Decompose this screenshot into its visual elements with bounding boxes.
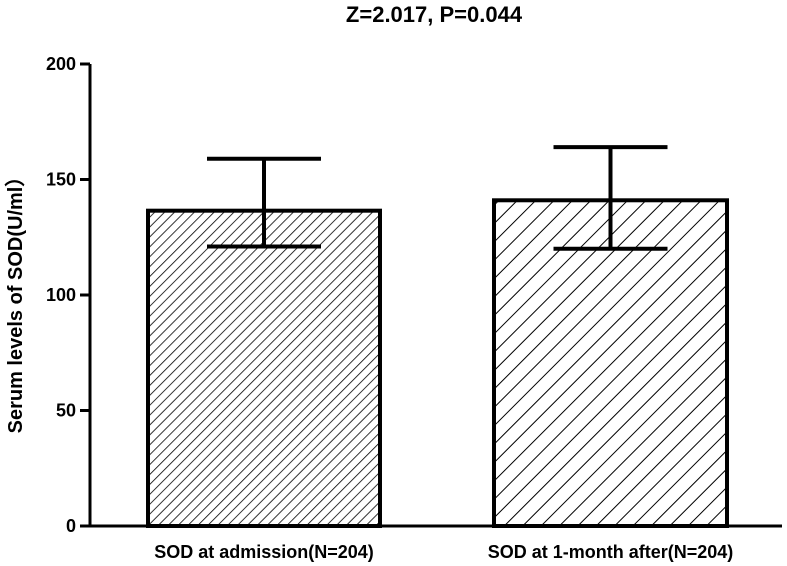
error-bars-group	[207, 145, 668, 251]
bar-0	[146, 208, 382, 528]
bar-1	[492, 198, 729, 528]
x-labels-group: SOD at admission(N=204) SOD at 1-month af…	[154, 542, 733, 562]
bars-group	[146, 198, 729, 528]
x-tick-label-0: SOD at admission(N=204)	[154, 542, 374, 562]
y-tick-label-0: 0	[66, 516, 76, 536]
chart-title: Z=2.017, P=0.044	[346, 2, 523, 27]
y-tick-label-4: 200	[46, 54, 76, 74]
y-tick-label-1: 50	[56, 401, 76, 421]
y-axis-label: Serum levels of SOD(U/ml）	[4, 167, 27, 434]
y-tick-label-2: 100	[46, 285, 76, 305]
y-tick-label-3: 150	[46, 170, 76, 190]
x-tick-label-1: SOD at 1-month after(N=204)	[488, 542, 734, 562]
y-ticks-group: 0 50 100 150 200	[46, 54, 90, 536]
